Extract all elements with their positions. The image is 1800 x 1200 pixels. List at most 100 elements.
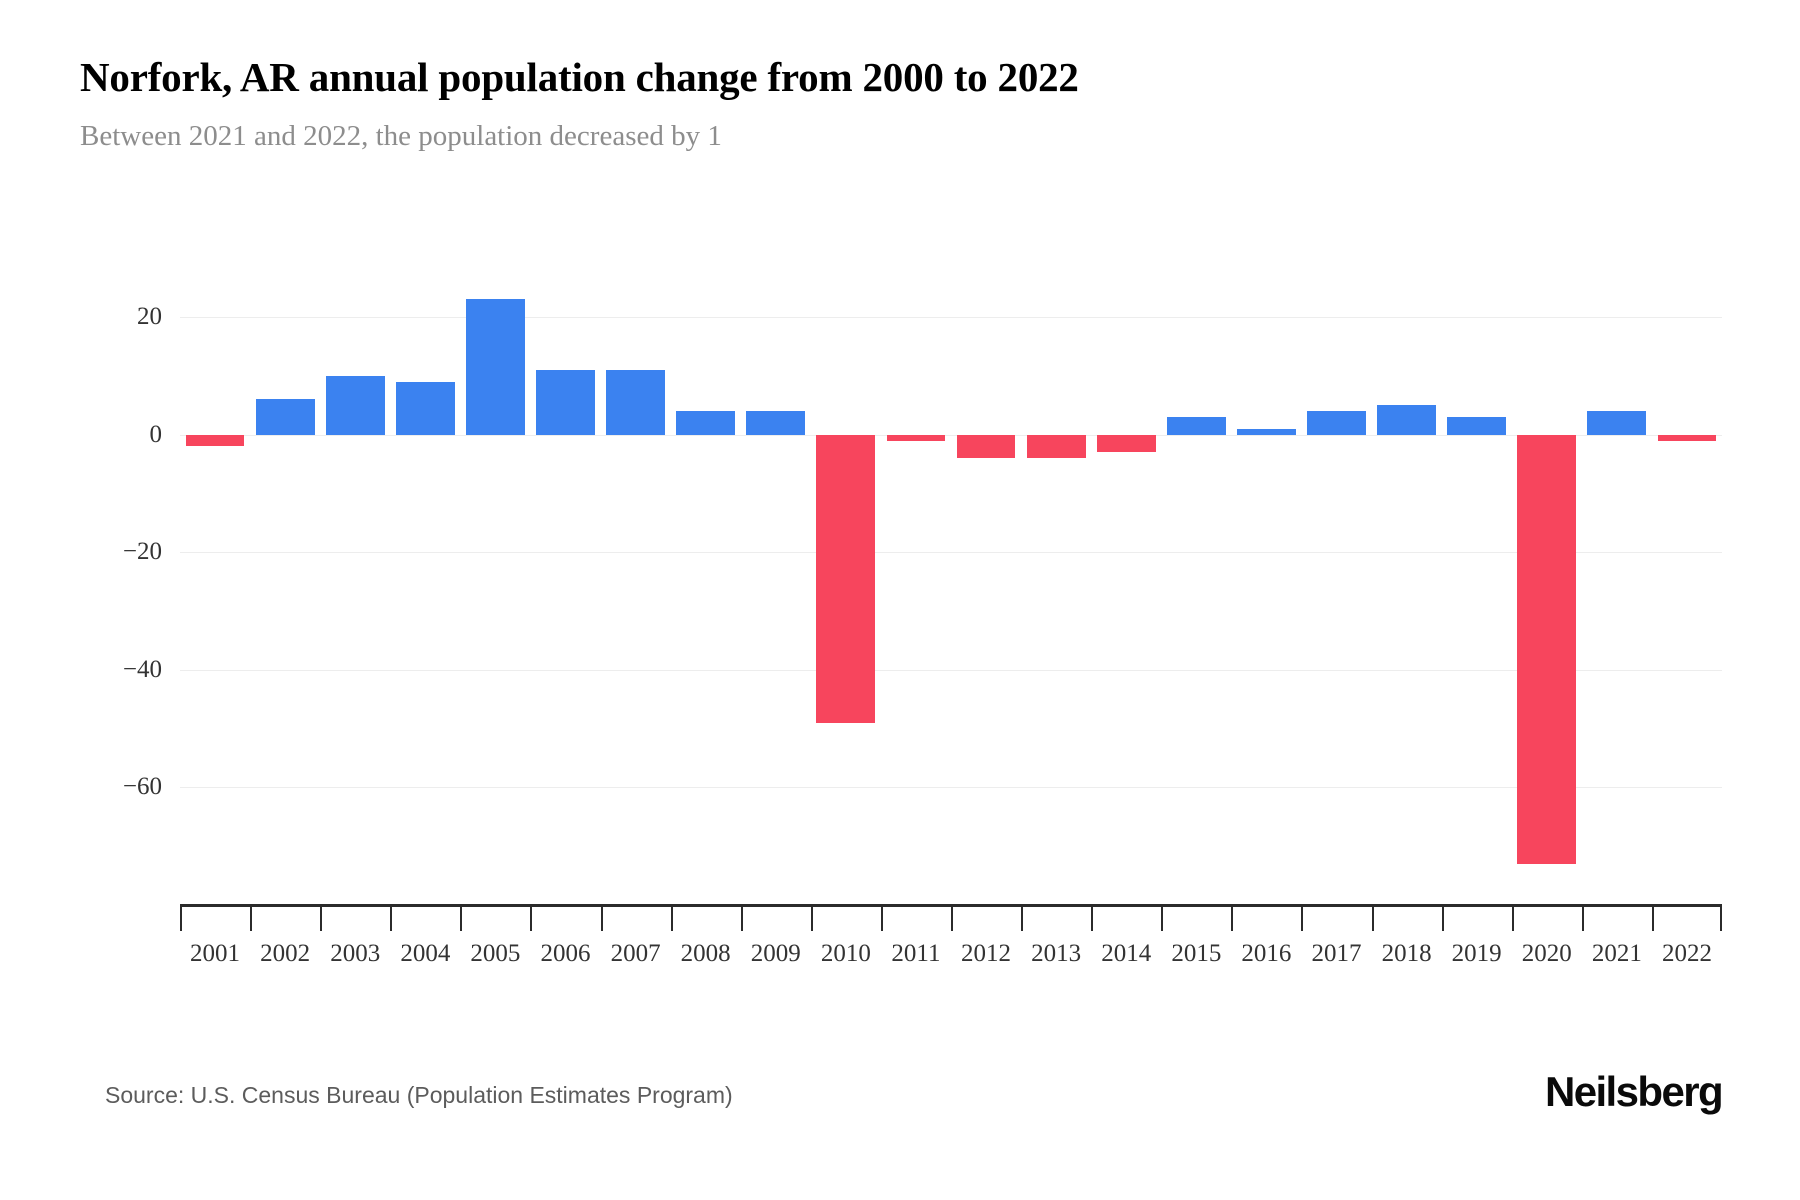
bar-2013[interactable] [1026,434,1086,459]
x-axis-tick-label: 2014 [1101,940,1152,967]
x-axis-tick-label: 2015 [1171,940,1222,967]
bar-slot[interactable] [320,270,390,905]
bar-2012[interactable] [956,434,1016,459]
x-axis-tick [530,907,533,931]
bar-2022[interactable] [1657,434,1717,441]
bar-2005[interactable] [465,299,525,435]
bar-slot[interactable] [951,270,1021,905]
x-axis-tick [1441,907,1444,931]
x-axis-ticks [180,907,1722,931]
bar-2015[interactable] [1166,416,1226,435]
bar-slot[interactable] [1301,270,1371,905]
x-axis-tick [1581,907,1584,931]
x-axis-tick-label: 2011 [891,940,941,967]
x-axis-tick-label: 2013 [1031,940,1082,967]
x-axis-tick-label: 2006 [540,940,591,967]
page-subtitle: Between 2021 and 2022, the population de… [80,120,722,152]
y-axis-tick-label: −20 [122,538,162,566]
x-axis-tick-label: 2001 [190,940,241,967]
plot-area: 20 0 −20 −40 −60 [123,270,1722,905]
x-axis-tick-label: 2017 [1311,940,1362,967]
bar-slot[interactable] [1091,270,1161,905]
gridline [180,552,1722,554]
bar-2019[interactable] [1447,416,1507,435]
gridline [180,669,1722,671]
x-axis-tick [1091,907,1094,931]
bar-2016[interactable] [1236,428,1296,435]
x-axis-tick-label: 2007 [610,940,661,967]
bar-2020[interactable] [1517,434,1577,864]
x-axis-tick-label: 2019 [1451,940,1502,967]
x-axis-tick [320,907,323,931]
bar-2021[interactable] [1587,411,1647,435]
x-axis-tick [180,907,182,931]
bar-slot[interactable] [1372,270,1442,905]
x-axis-tick [1720,907,1722,931]
bar-slot[interactable] [601,270,671,905]
bar-slot[interactable] [1652,270,1722,905]
bar-slot[interactable] [460,270,530,905]
x-axis-tick-label: 2021 [1591,940,1642,967]
bar-2018[interactable] [1377,405,1436,435]
x-axis-tick [670,907,673,931]
x-axis-tick [1161,907,1164,931]
x-axis-tick-label: 2022 [1661,940,1712,967]
x-axis-tick [390,907,393,931]
y-axis-tick-label: −60 [122,773,162,801]
bar-2001[interactable] [185,434,245,447]
bar-slot[interactable] [250,270,320,905]
bar-slot[interactable] [1442,270,1512,905]
x-axis-tick [600,907,603,931]
x-axis-tick [1301,907,1304,931]
x-axis-tick [1231,907,1234,931]
x-axis-tick [460,907,463,931]
bar-2007[interactable] [606,369,665,435]
bar-2004[interactable] [395,381,455,435]
bar-2014[interactable] [1096,434,1156,453]
bar-slot[interactable] [811,270,881,905]
x-axis-tick-label: 2018 [1381,940,1432,967]
x-axis-tick-label: 2016 [1241,940,1292,967]
bar-slot[interactable] [741,270,811,905]
bar-2002[interactable] [255,399,315,435]
x-axis-tick [1651,907,1654,931]
x-axis-tick [250,907,253,931]
bar-slot[interactable] [180,270,250,905]
brand-logo: Neilsberg [1545,1068,1724,1115]
page-title: Norfork, AR annual population change fro… [80,54,1079,100]
bar-2006[interactable] [536,369,595,435]
bar-slot[interactable] [1161,270,1231,905]
bar-2010[interactable] [816,434,876,723]
bar-slot[interactable] [671,270,741,905]
bar-slot[interactable] [1021,270,1091,905]
y-axis-tick-label: 0 [149,420,163,448]
x-axis-labels: 2001 2002 2003 2004 2005 2006 2007 2008 2009 2010… [180,940,1722,980]
y-axis-tick-label: −40 [122,655,162,683]
bar-2009[interactable] [746,411,806,435]
x-axis-tick-label: 2008 [680,940,731,967]
bar-2003[interactable] [325,375,385,435]
bar-slot[interactable] [1582,270,1652,905]
x-axis-tick [1511,907,1514,931]
x-axis-tick-label: 2004 [400,940,451,967]
x-axis-tick-label: 2020 [1521,940,1572,967]
x-axis-tick [740,907,743,931]
x-axis-tick [880,907,883,931]
bar-slot[interactable] [530,270,600,905]
x-axis-tick-label: 2005 [470,940,521,967]
bar-slot[interactable] [390,270,460,905]
gridline [180,787,1722,789]
bar-slot[interactable] [1512,270,1582,905]
gridline [180,434,1722,436]
bar-slot[interactable] [881,270,951,905]
source-note: Source: U.S. Census Bureau (Population E… [105,1082,733,1108]
x-axis-tick-label: 2003 [330,940,381,967]
bar-2011[interactable] [886,434,946,441]
bar-slot[interactable] [1231,270,1301,905]
bar-2017[interactable] [1307,411,1366,435]
x-axis-tick [1021,907,1024,931]
gridline [180,317,1722,319]
bar-2008[interactable] [676,411,736,435]
x-axis-tick [810,907,813,931]
